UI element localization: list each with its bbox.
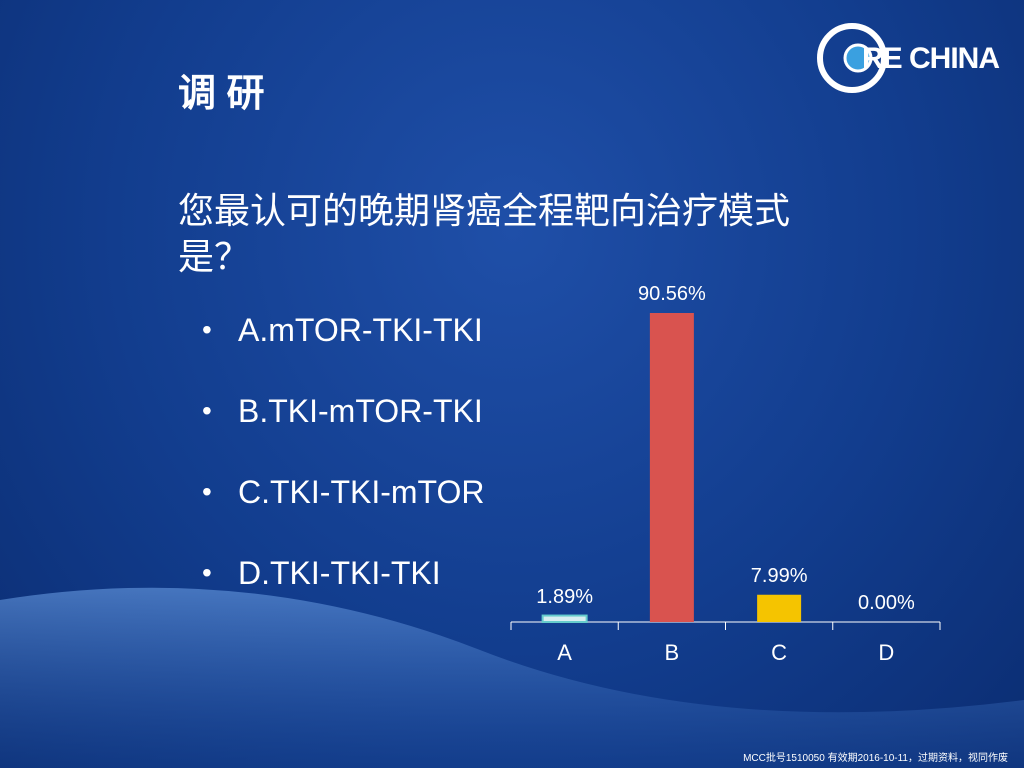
option: B.TKI-mTOR-TKI	[238, 393, 483, 429]
logo: RE CHINA	[862, 42, 1000, 75]
bar	[757, 594, 802, 622]
title: 调 研	[178, 73, 265, 115]
option: C.TKI-TKI-mTOR	[238, 474, 485, 510]
wave	[0, 587, 1024, 768]
value-label: 1.89%	[536, 585, 593, 608]
logo-ring	[817, 23, 887, 93]
footer: MCC批号1510050 有效期2016-10-11，过期资料，视同作废	[743, 753, 1008, 764]
logo-eye	[843, 43, 873, 73]
bar	[541, 614, 588, 624]
option: D.TKI-TKI-TKI	[238, 555, 441, 591]
value-label: 7.99%	[750, 564, 808, 587]
question: 您最认可的晚期肾癌全程靶向治疗模式是？	[178, 190, 791, 277]
x-tick-label: C	[771, 640, 788, 665]
value-label: 90.56%	[637, 283, 706, 305]
value-label: 0.00%	[858, 592, 915, 614]
x-tick-label: A	[557, 640, 572, 665]
bullet: •	[202, 314, 212, 345]
bullet: •	[202, 476, 212, 507]
x-tick-label: D	[878, 640, 895, 665]
bullet: •	[202, 395, 212, 426]
bar	[649, 313, 694, 622]
x-tick-label: B	[664, 640, 680, 665]
option: A.mTOR-TKI-TKI	[238, 312, 483, 348]
bullet: •	[202, 557, 212, 588]
